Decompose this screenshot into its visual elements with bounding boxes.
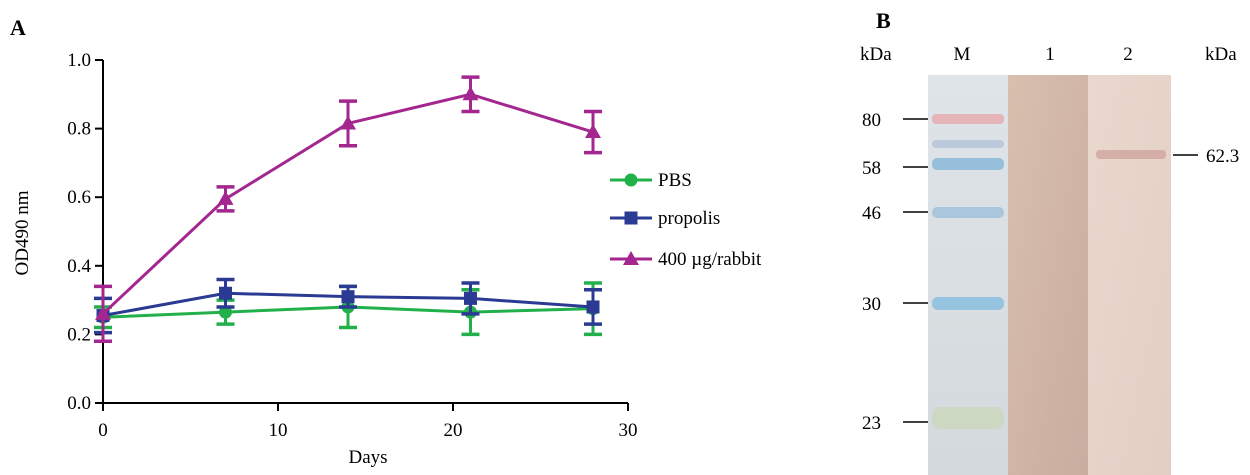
panel-b-label: B bbox=[876, 8, 891, 33]
legend: PBS propolis 400 µg/rabbit bbox=[610, 170, 762, 270]
lane-label-m: M bbox=[954, 44, 971, 65]
x-tick-label: 20 bbox=[444, 420, 463, 441]
y-axis-label: OD490 nm bbox=[12, 190, 33, 275]
series-2 bbox=[94, 75, 602, 344]
x-axis-label: Days bbox=[348, 447, 387, 468]
membrane-lane-1 bbox=[1008, 75, 1088, 475]
marker-label-46: 46 bbox=[862, 203, 881, 224]
legend-entry: propolis bbox=[658, 208, 720, 229]
data-point bbox=[219, 286, 232, 300]
data-point bbox=[95, 305, 111, 320]
panel-b-western-blot: B kDa kDa M 1 2 80 58 46 30 23 62.3 bbox=[860, 8, 1239, 475]
panel-a-label: A bbox=[10, 15, 26, 40]
y-tick-label: 0.0 bbox=[67, 393, 91, 414]
y-tick-label: 1.0 bbox=[67, 50, 91, 71]
marker-label-58: 58 bbox=[862, 158, 881, 179]
x-tick-label: 30 bbox=[619, 420, 638, 441]
panel-a-line-chart: A 0.0 0.2 0.4 0.6 0.8 1.0 0 10 20 30 Days OD490 n… bbox=[10, 15, 762, 468]
legend-entry: PBS bbox=[658, 170, 692, 191]
y-tick-label: 0.4 bbox=[67, 256, 91, 277]
data-point bbox=[462, 86, 479, 101]
ladder-band-58 bbox=[932, 158, 1004, 170]
ladder-band-80 bbox=[932, 114, 1004, 124]
detected-band-label: 62.3 bbox=[1206, 146, 1239, 167]
data-point bbox=[340, 115, 356, 130]
x-tick-label: 0 bbox=[98, 420, 108, 441]
data-point bbox=[464, 291, 477, 305]
y-tick-label: 0.2 bbox=[67, 324, 91, 345]
legend-marker bbox=[623, 251, 639, 265]
membrane-lane-2 bbox=[1088, 75, 1171, 475]
data-point bbox=[585, 124, 601, 139]
ladder-band-46 bbox=[932, 207, 1004, 218]
data-point bbox=[341, 290, 355, 304]
lane-label-1: 1 bbox=[1045, 44, 1055, 65]
legend-entry: 400 µg/rabbit bbox=[658, 249, 762, 270]
legend-marker bbox=[624, 173, 638, 187]
y-tick-label: 0.6 bbox=[67, 187, 91, 208]
x-tick-label: 10 bbox=[269, 420, 288, 441]
ladder-band-23 bbox=[932, 407, 1004, 429]
detected-band bbox=[1096, 150, 1166, 159]
marker-label-23: 23 bbox=[862, 413, 881, 434]
plot-area: 0.0 0.2 0.4 0.6 0.8 1.0 0 10 20 30 bbox=[67, 50, 637, 441]
ladder-band-70 bbox=[932, 140, 1004, 148]
data-point bbox=[219, 305, 232, 319]
kda-left-label: kDa bbox=[860, 44, 892, 65]
ladder-band-30 bbox=[932, 297, 1004, 310]
data-point bbox=[217, 190, 234, 205]
kda-right-label: kDa bbox=[1205, 44, 1237, 65]
marker-label-30: 30 bbox=[862, 294, 881, 315]
marker-label-80: 80 bbox=[862, 110, 881, 131]
data-point bbox=[586, 300, 600, 314]
legend-marker bbox=[624, 211, 638, 225]
lane-label-2: 2 bbox=[1123, 44, 1133, 65]
y-tick-label: 0.8 bbox=[67, 119, 91, 140]
